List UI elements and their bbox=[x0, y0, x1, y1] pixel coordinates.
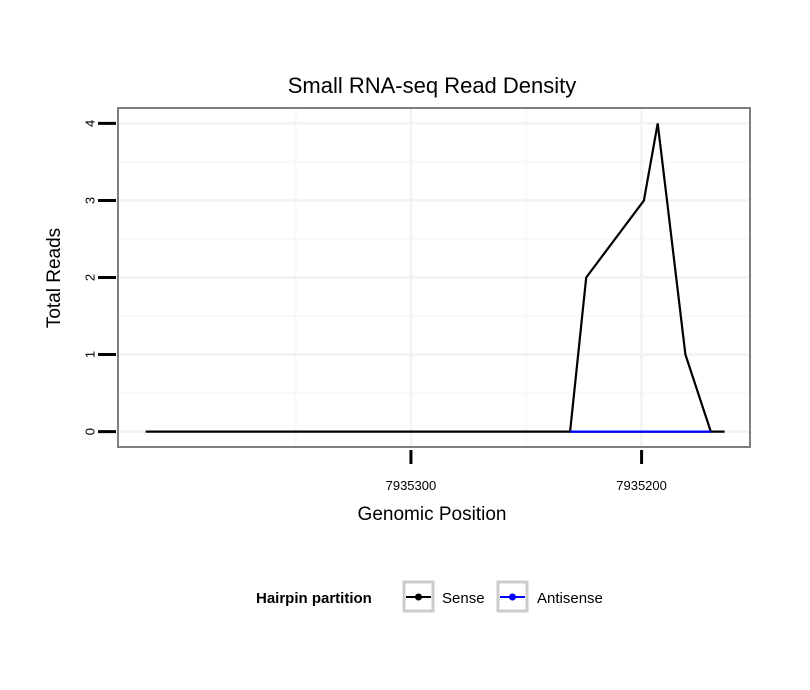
chart-title: Small RNA-seq Read Density bbox=[288, 73, 577, 98]
legend-title: Hairpin partition bbox=[256, 590, 372, 607]
y-axis-title: Total Reads bbox=[44, 228, 65, 328]
y-tick-label: 1 bbox=[83, 351, 98, 358]
x-axis-ticks: 7935300 7935200 bbox=[386, 450, 667, 493]
legend-item-sense: Sense bbox=[402, 580, 485, 613]
y-tick-label: 4 bbox=[83, 120, 98, 127]
x-axis-title: Genomic Position bbox=[358, 504, 507, 525]
series-layer bbox=[145, 123, 725, 433]
series-line-sense bbox=[145, 123, 725, 433]
legend-point-sense bbox=[415, 593, 422, 601]
legend-item-antisense: Antisense bbox=[496, 580, 603, 613]
x-tick-label: 7935300 bbox=[386, 478, 437, 493]
legend-point-antisense bbox=[509, 593, 516, 601]
legend-label-sense: Sense bbox=[442, 590, 485, 607]
plot-border bbox=[117, 107, 751, 448]
y-axis-ticks: 0 1 2 3 4 bbox=[83, 120, 116, 435]
y-tick-label: 3 bbox=[83, 197, 98, 204]
y-tick-label: 0 bbox=[83, 428, 98, 435]
y-tick-label: 2 bbox=[83, 274, 98, 281]
legend: Hairpin partition Sense Antisense bbox=[256, 580, 603, 613]
legend-label-antisense: Antisense bbox=[537, 590, 603, 607]
x-tick-label: 7935200 bbox=[616, 478, 667, 493]
